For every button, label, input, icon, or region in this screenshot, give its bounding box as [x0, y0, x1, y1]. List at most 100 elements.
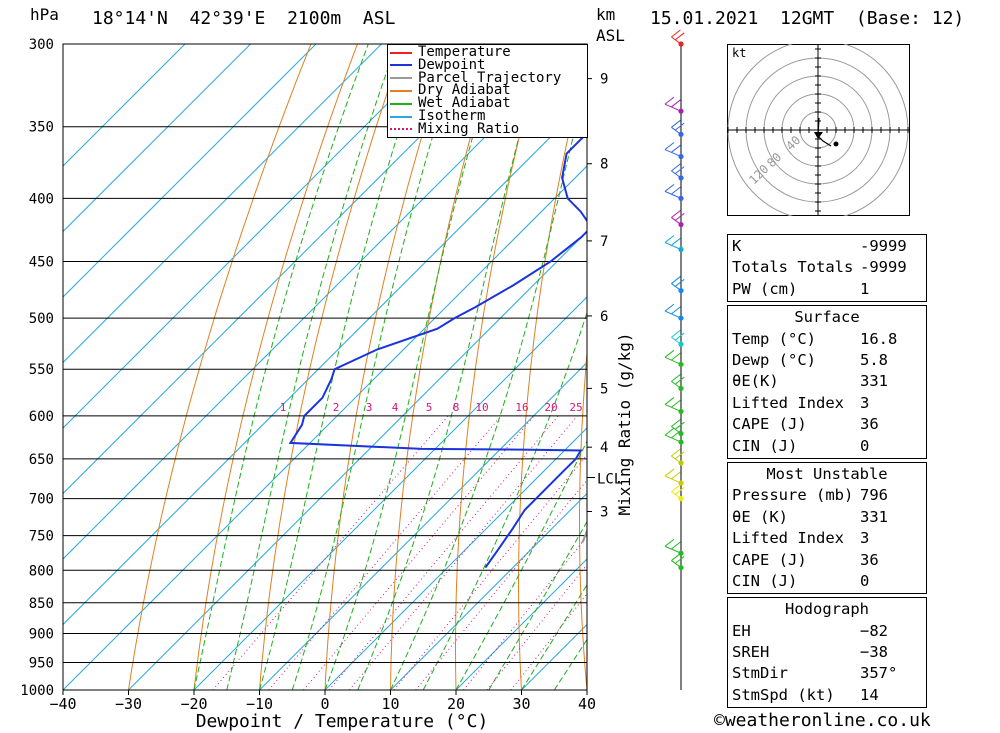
indices-panel: K -9999 Totals Totals -9999 PW (cm) 1 Surface… — [727, 234, 927, 711]
isotherm-line — [63, 165, 587, 690]
wet-adiabat-line — [324, 44, 500, 690]
index-label: PW (cm) — [732, 279, 798, 298]
parcel-trajectory-line — [581, 528, 587, 544]
legend-swatch — [390, 64, 412, 67]
wind-barb-shaft — [671, 455, 682, 464]
legend-item: Wet Adiabat — [390, 96, 511, 110]
index-value: -9999 — [860, 258, 907, 277]
wind-barb-flag — [671, 484, 681, 493]
wind-barb-flag — [671, 210, 681, 218]
index-value: 1 — [860, 279, 870, 298]
wind-barb-flag — [674, 487, 685, 495]
datetime-title: 15.01.2021 12GMT (Base: 12) — [650, 8, 965, 29]
index-value: 3 — [860, 393, 870, 412]
isotherm-line — [63, 99, 587, 626]
wind-barb-flag — [671, 329, 681, 338]
km-tick-label: 4 — [600, 440, 608, 456]
x-tick-label: 40 — [578, 695, 596, 713]
pressure-tick-label: 850 — [29, 596, 54, 612]
wind-barb-flag — [671, 448, 681, 457]
mixing-ratio-line — [349, 415, 578, 690]
wind-barb-shaft — [671, 36, 682, 45]
surface-box: Surface Temp (°C) 16.8 Dewp (°C) 5.8 θE(K) 33… — [727, 305, 927, 459]
legend-item: Parcel Trajectory — [390, 71, 561, 85]
index-row: Lifted Index 3 — [732, 528, 922, 549]
isotherm-line — [193, 296, 587, 690]
wind-level-dot — [678, 550, 684, 556]
wind-barb-shaft — [664, 475, 682, 484]
index-label: Lifted Index — [732, 529, 844, 548]
wind-barb-flag — [674, 32, 685, 41]
index-row: K -9999 — [732, 236, 922, 257]
legend-item: Isotherm — [390, 109, 485, 123]
wind-barb-shaft — [671, 491, 682, 500]
mixing-ratio-line — [303, 415, 535, 690]
mixing-ratio-label: 25 — [569, 401, 582, 414]
x-axis-title: Dewpoint / Temperature (°C) — [196, 711, 489, 732]
x-tick-label: 0 — [320, 695, 329, 713]
pressure-tick-label: 900 — [29, 626, 54, 642]
dry-adiabat-line — [958, 44, 1000, 690]
wind-barb-flag — [674, 376, 685, 385]
legend-label: Temperature — [418, 44, 511, 60]
x-tick-label: 30 — [512, 695, 530, 713]
wind-barb-flag — [671, 186, 681, 195]
wind-barb-shaft — [664, 434, 682, 443]
isobar-lines — [63, 43, 587, 691]
wind-barb-flag — [674, 212, 685, 221]
wind-barb-flag — [671, 163, 681, 172]
index-value: 331 — [860, 372, 888, 391]
index-row: θE (K) 331 — [732, 507, 922, 528]
wind-barb-shaft — [664, 403, 682, 412]
km-tick-label: 6 — [600, 309, 608, 325]
index-value: −82 — [860, 621, 888, 640]
wind-barb-shaft — [671, 170, 682, 179]
legend-swatch — [390, 51, 412, 54]
wind-barb-flag — [664, 303, 675, 312]
index-label: K — [732, 237, 742, 255]
legend-item: Temperature — [390, 44, 511, 60]
mixing-ratio-label: 3 — [366, 401, 373, 414]
wind-barb-flag — [664, 349, 675, 358]
index-label: CIN (J) — [732, 571, 798, 590]
index-value: 36 — [860, 550, 879, 569]
mixing-ratio-label: 16 — [515, 401, 528, 414]
index-value: -9999 — [860, 237, 907, 255]
wind-barb-shaft — [671, 283, 682, 291]
pressure-tick-label: 500 — [29, 311, 54, 327]
x-tick-label: −30 — [115, 695, 142, 713]
wet-adiabat-line — [455, 439, 587, 690]
index-row: StmDir 357° — [732, 663, 922, 684]
km-tick-label: 3 — [600, 504, 608, 520]
chart-legend: Temperature Dewpoint Parcel Trajectory Dry … — [387, 44, 588, 138]
mixing-ratio-line — [268, 415, 502, 690]
index-row: Temp (°C) 16.8 — [732, 329, 922, 350]
wind-barb-flag — [671, 399, 681, 408]
index-label: CIN (J) — [732, 436, 798, 455]
isotherm-line — [63, 44, 382, 364]
wind-barb-flag — [664, 183, 675, 192]
wind-barb-flag — [674, 278, 685, 287]
wind-barb-flag — [664, 142, 675, 150]
index-label: Temp (°C) — [732, 329, 816, 348]
plot-frame — [62, 43, 588, 691]
wind-barb-shaft — [671, 560, 682, 568]
pressure-tick-label: 450 — [29, 255, 54, 271]
pressure-tick-label: 950 — [29, 655, 54, 671]
wind-barb-flag — [671, 541, 681, 550]
dry-adiabat-line — [324, 44, 451, 690]
hodograph-params-title: Hodograph — [785, 600, 869, 619]
index-row: Lifted Index 3 — [732, 393, 922, 414]
index-label: StmDir — [732, 664, 788, 683]
wind-barb-flag — [671, 373, 681, 382]
pressure-tick-label: 700 — [29, 492, 54, 508]
wet-adiabat-line — [488, 520, 587, 690]
index-label: StmSpd (kt) — [732, 685, 835, 704]
mixing-ratio-label: 10 — [475, 401, 488, 414]
isotherm-line — [63, 44, 513, 495]
legend-swatch — [390, 89, 412, 92]
wind-barb-flag — [671, 352, 681, 361]
dry-adiabat-line — [639, 44, 683, 690]
most-unstable-box: Most Unstable Pressure (mb) 796 θE (K) 331 L… — [727, 461, 927, 595]
asl-unit-label: ASL — [596, 26, 625, 45]
